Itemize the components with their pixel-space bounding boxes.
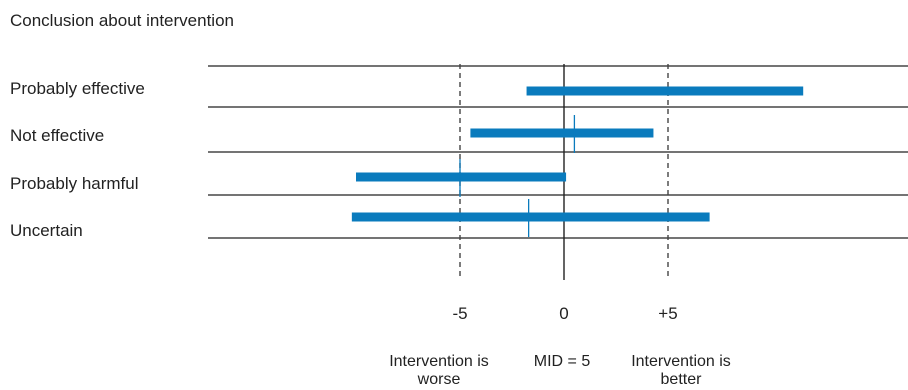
- caption-better: Intervention is better: [613, 353, 749, 389]
- caption-mid: MID = 5: [520, 353, 604, 371]
- caption-mid-text: MID = 5: [533, 353, 591, 370]
- interval-bar: [470, 128, 654, 138]
- caption-better-line1: Intervention is: [631, 353, 731, 370]
- caption-worse-line2: worse: [417, 371, 461, 388]
- row-label-probably-harmful: Probably harmful: [10, 174, 139, 193]
- reference-lines: [459, 64, 669, 280]
- row-label-probably-effective: Probably effective: [10, 79, 145, 98]
- interval-bar: [351, 212, 710, 222]
- interval-bar: [526, 86, 804, 96]
- caption-worse: Intervention is worse: [372, 353, 506, 389]
- row-label-not-effective: Not effective: [10, 126, 105, 145]
- row-label-uncertain: Uncertain: [10, 221, 83, 240]
- interval-bar: [356, 172, 567, 182]
- caption-better-line2: better: [660, 371, 702, 388]
- x-tick-label: -5: [452, 304, 468, 323]
- x-tick-label: +5: [658, 304, 678, 323]
- caption-worse-line1: Intervention is: [389, 353, 489, 370]
- diagram-title: Conclusion about intervention: [10, 11, 234, 30]
- row-separators: [208, 65, 908, 239]
- x-tick-label: 0: [559, 304, 569, 323]
- interval-bars: [351, 86, 804, 237]
